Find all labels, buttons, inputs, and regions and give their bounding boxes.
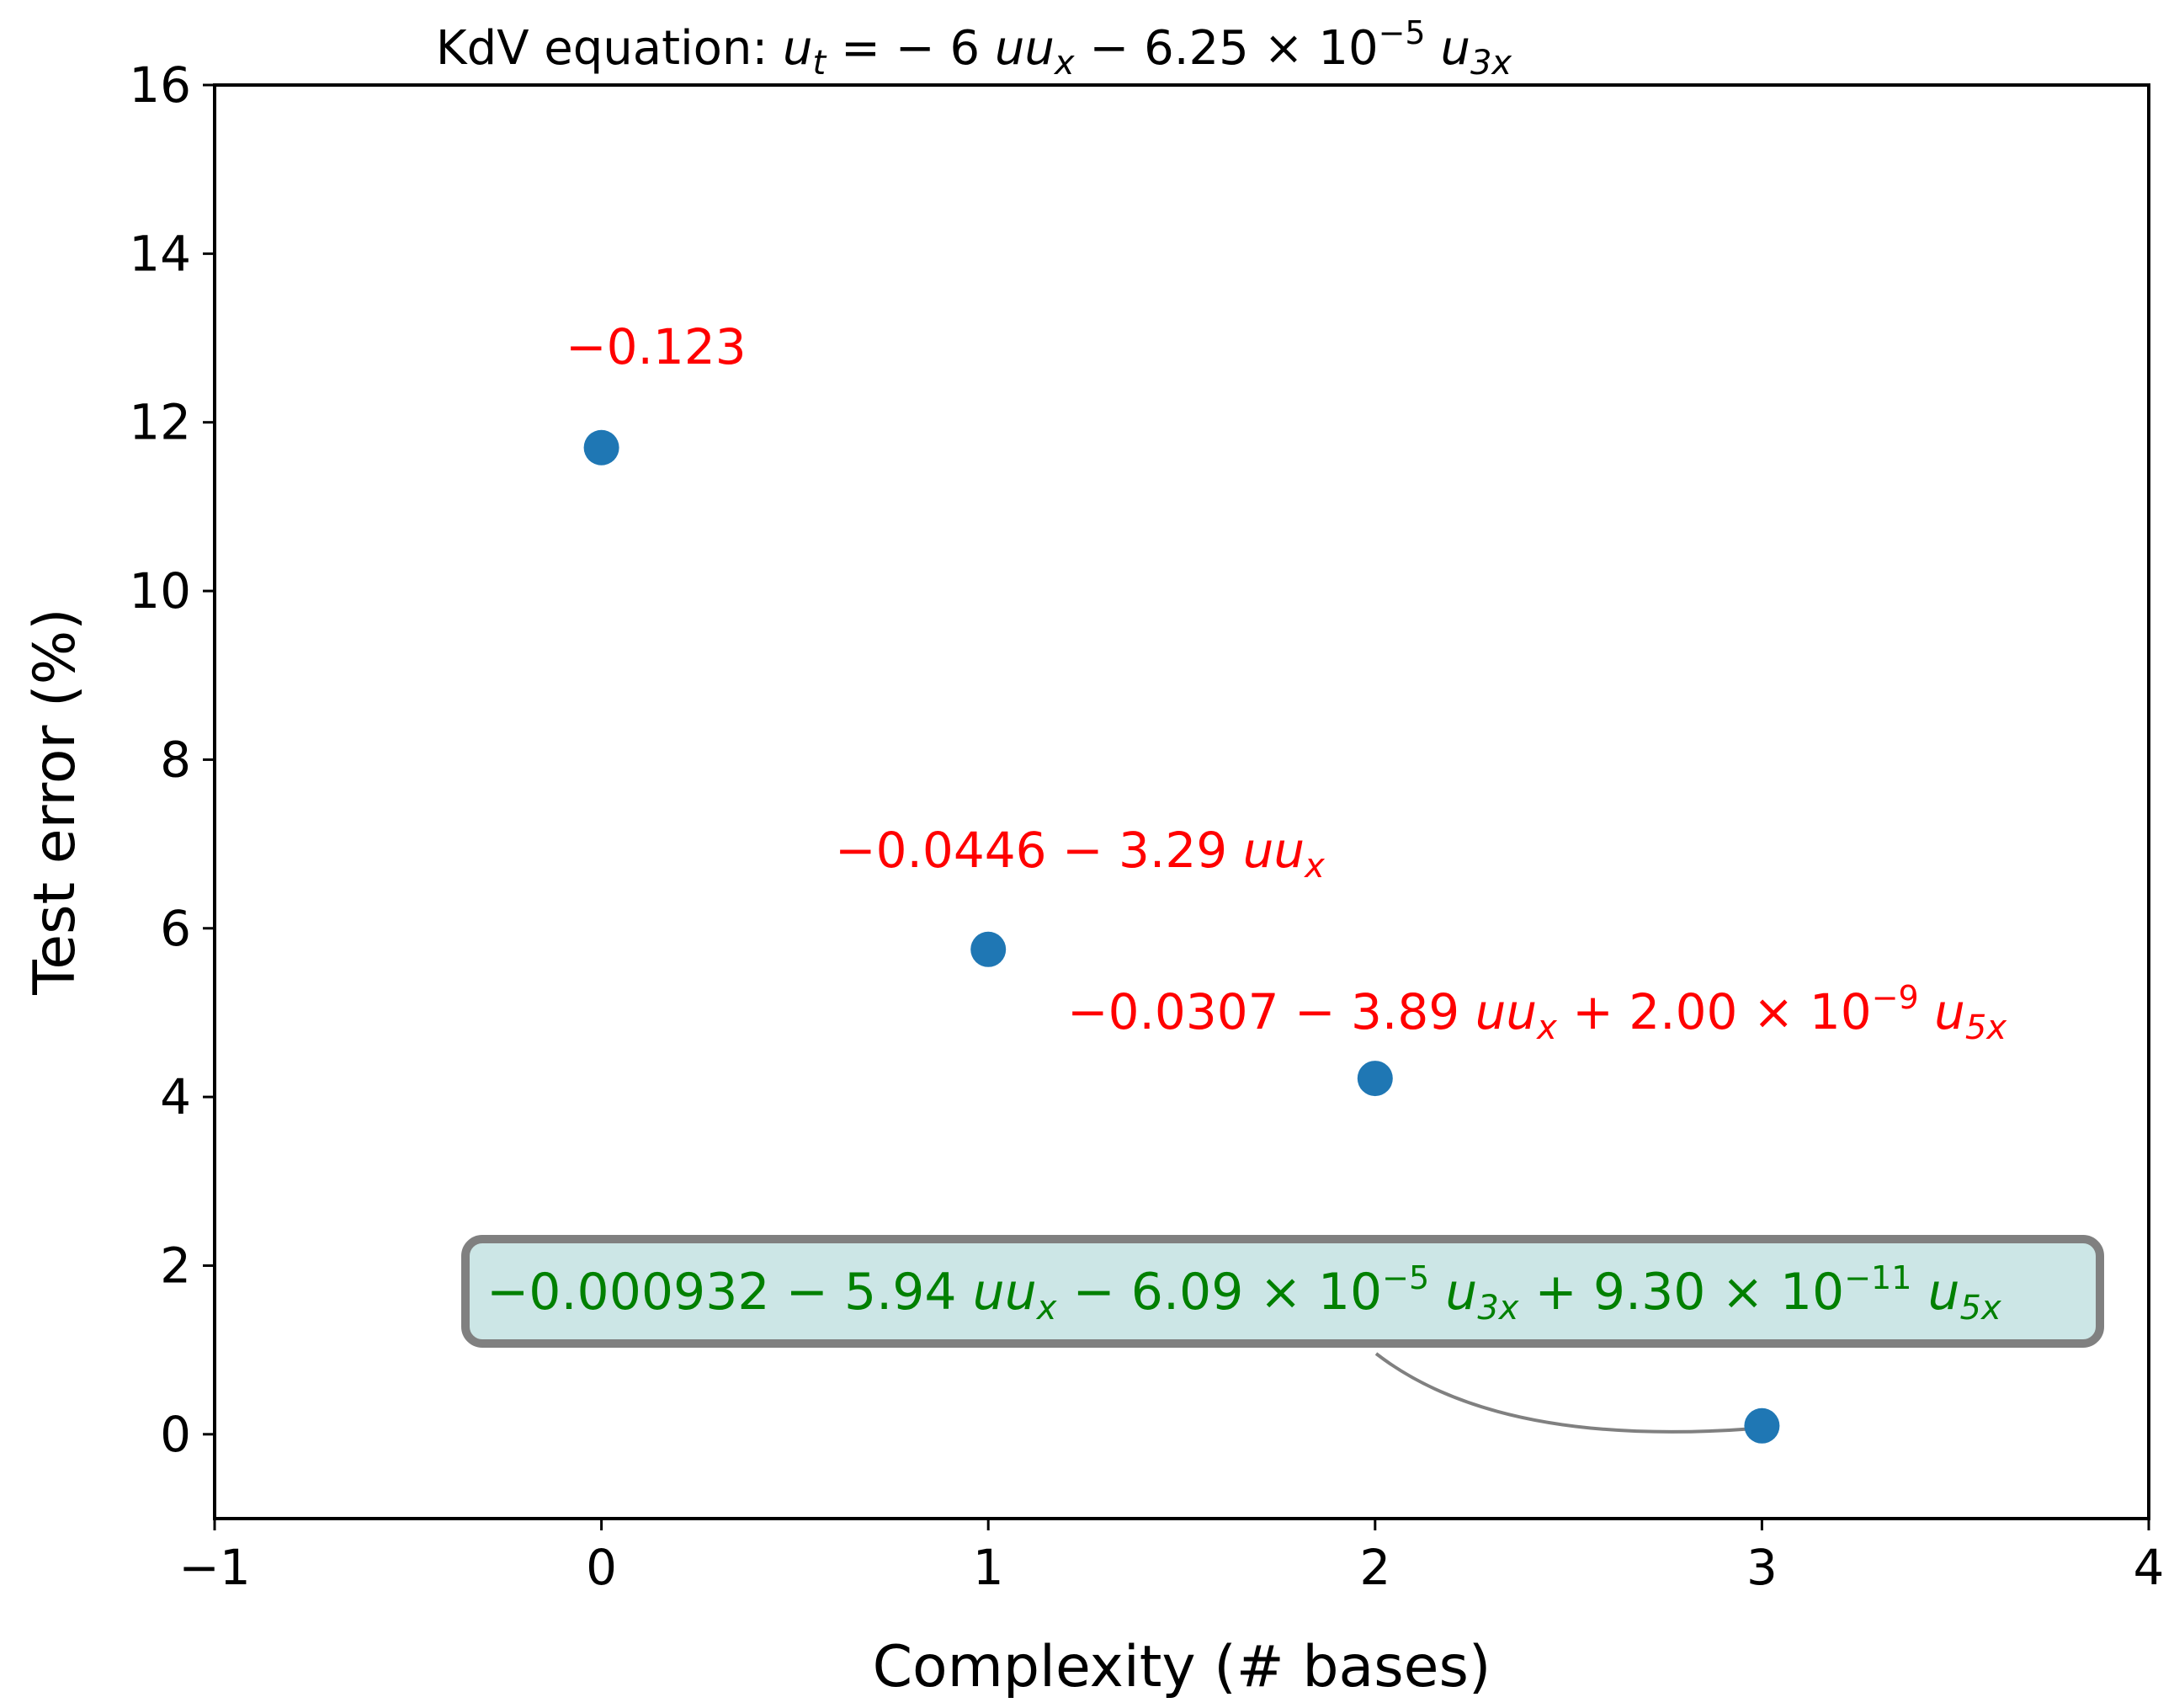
x-tick-label: 2 <box>1359 1539 1390 1596</box>
x-tick-label: 1 <box>973 1539 1004 1596</box>
x-tick-label: 4 <box>2134 1539 2165 1596</box>
y-axis: 0 2 4 6 8 10 12 14 16 <box>129 56 215 1463</box>
y-tick-label: 10 <box>129 562 191 620</box>
y-tick-label: 14 <box>129 225 191 282</box>
data-point <box>1357 1061 1393 1097</box>
y-tick-label: 4 <box>160 1068 191 1125</box>
annotation-arrow <box>1374 1352 1755 1432</box>
annotation-0: −0.123 <box>566 318 747 375</box>
data-points <box>583 429 1780 1444</box>
y-tick-label: 12 <box>129 394 191 451</box>
y-tick-label: 8 <box>160 731 191 788</box>
plot-frame <box>213 83 2150 1520</box>
x-tick-label: 3 <box>1746 1539 1778 1596</box>
y-tick-label: 6 <box>160 900 191 957</box>
x-axis-label: Complexity (# bases) <box>873 1634 1491 1700</box>
annotation-1: −0.0446 − 3.29 uux <box>835 822 1325 886</box>
y-tick-label: 0 <box>160 1406 191 1463</box>
data-point <box>970 931 1007 967</box>
x-tick-label: 0 <box>586 1539 617 1596</box>
chart-title: KdV equation: ut = − 6 uux − 6.25 × 10−5… <box>436 14 1512 82</box>
annotation-box <box>461 1235 2104 1348</box>
data-point <box>583 429 619 466</box>
annotation-3: −0.000932 − 5.94 uux − 6.09 × 10−5 u3x +… <box>486 1259 2001 1328</box>
x-tick-label: −1 <box>178 1539 251 1596</box>
data-point <box>1744 1407 1780 1444</box>
x-axis: −1 0 1 2 3 4 <box>178 1519 2164 1596</box>
y-tick-label: 2 <box>160 1237 191 1294</box>
annotation-2: −0.0307 − 3.89 uux + 2.00 × 10−9 u5x <box>1067 979 2007 1047</box>
y-tick-label: 16 <box>129 56 191 114</box>
y-axis-label: Test error (%) <box>22 608 88 995</box>
